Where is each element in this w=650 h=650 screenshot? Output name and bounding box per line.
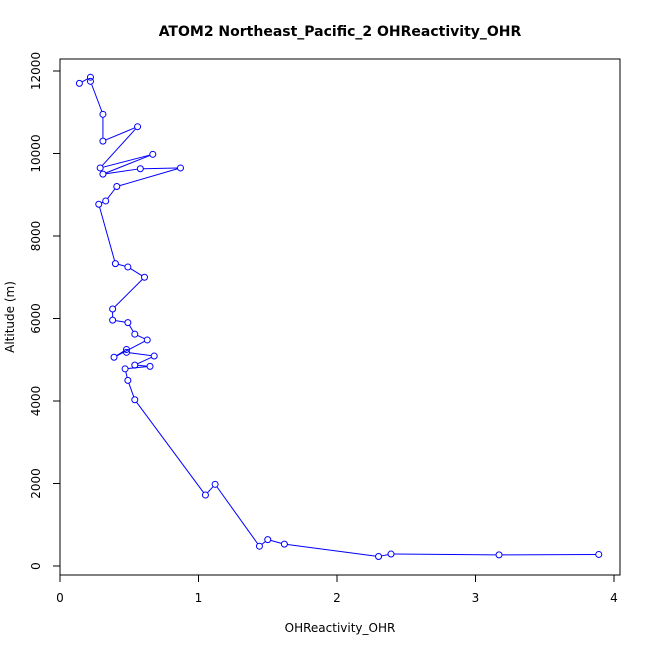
series-line-segment [137, 364, 148, 367]
y-tick-label: 8000 [29, 221, 43, 252]
data-point [102, 197, 110, 205]
x-axis: 0 1 2 3 4 [56, 575, 618, 605]
data-point [264, 536, 272, 544]
series-line-segment [137, 334, 145, 340]
y-axis-label: Altitude (m) [3, 281, 17, 353]
data-point [110, 353, 118, 361]
y-tick-label: 10000 [29, 134, 43, 172]
series-line-segment [102, 154, 151, 168]
data-point [113, 183, 121, 190]
data-point [124, 263, 132, 271]
data-point [201, 491, 209, 499]
series-line-segment [128, 366, 148, 370]
data-point [96, 164, 104, 172]
data-point [280, 540, 288, 548]
data-point [86, 73, 94, 81]
data-point [255, 542, 263, 550]
series-line-segment [105, 127, 135, 141]
series-line-segment [114, 279, 143, 308]
data-point [75, 79, 83, 87]
data-point [109, 316, 117, 324]
data-point [595, 550, 603, 558]
data-point [149, 150, 157, 158]
series-line-segment [136, 401, 205, 493]
series-points [75, 73, 603, 561]
data-point [143, 336, 151, 344]
series-line-segment [130, 268, 143, 277]
series-line-segment [101, 128, 136, 167]
series-line-segment [107, 188, 116, 199]
series-lines [81, 78, 596, 557]
y-tick-label: 0 [29, 562, 43, 570]
series-line-segment [137, 356, 152, 365]
data-point [95, 200, 103, 208]
series-line-segment [118, 263, 126, 267]
data-point [375, 553, 383, 561]
data-point [122, 348, 130, 356]
x-axis-label: OHReactivity_OHR [285, 621, 396, 635]
x-tick-label: 3 [472, 591, 480, 605]
data-point [124, 376, 132, 384]
x-tick-label: 2 [333, 591, 341, 605]
y-tick-label: 6000 [29, 303, 43, 334]
data-point [109, 305, 117, 313]
plot-frame [59, 58, 621, 576]
data-point [131, 361, 139, 369]
data-point [211, 480, 219, 488]
series-line-segment [99, 206, 116, 261]
series-line-segment [261, 541, 266, 545]
series-line-segment [287, 544, 376, 557]
data-point [134, 123, 142, 131]
data-point [146, 362, 154, 370]
y-axis: 0 2000 4000 6000 8000 10000 12000 [29, 52, 60, 570]
data-point [495, 551, 503, 559]
series-line-segment [105, 154, 151, 174]
series-line-segment [128, 383, 135, 398]
data-point [124, 319, 132, 327]
data-point [99, 137, 107, 145]
data-point [121, 365, 129, 373]
series-line-segment [116, 340, 145, 357]
series-line-segment [216, 486, 259, 545]
series-line-segment [91, 83, 103, 112]
series-line-segment [115, 320, 125, 323]
series-line-segment [381, 554, 389, 557]
data-point [387, 550, 395, 558]
data-point [86, 77, 94, 85]
y-tick-label: 4000 [29, 386, 43, 417]
series-line-segment [143, 167, 178, 170]
x-tick-label: 4 [610, 591, 618, 605]
series-line-segment [129, 352, 152, 357]
series-line-segment [116, 350, 125, 357]
x-tick-label: 1 [195, 591, 203, 605]
data-point [111, 260, 119, 268]
chart-title: ATOM2 Northeast_Pacific_2 OHReactivity_O… [159, 24, 522, 40]
data-point [99, 170, 107, 178]
data-point [131, 330, 139, 338]
series-line-segment [105, 168, 138, 175]
series-line-segment [128, 324, 134, 332]
data-point [150, 352, 158, 360]
series-line-segment [270, 539, 282, 544]
y-tick-label: 12000 [29, 52, 43, 90]
data-point [122, 345, 130, 353]
series-line-segment [394, 553, 497, 556]
data-point [99, 110, 107, 118]
data-point [131, 396, 139, 404]
data-point [140, 273, 148, 281]
series-line-segment [207, 486, 214, 494]
series-line-segment [125, 371, 128, 378]
series-line-segment [81, 78, 89, 83]
series-line-segment [119, 168, 178, 187]
x-tick-label: 0 [56, 591, 64, 605]
data-point [136, 165, 144, 173]
data-point [176, 164, 184, 172]
y-tick-label: 2000 [29, 468, 43, 499]
